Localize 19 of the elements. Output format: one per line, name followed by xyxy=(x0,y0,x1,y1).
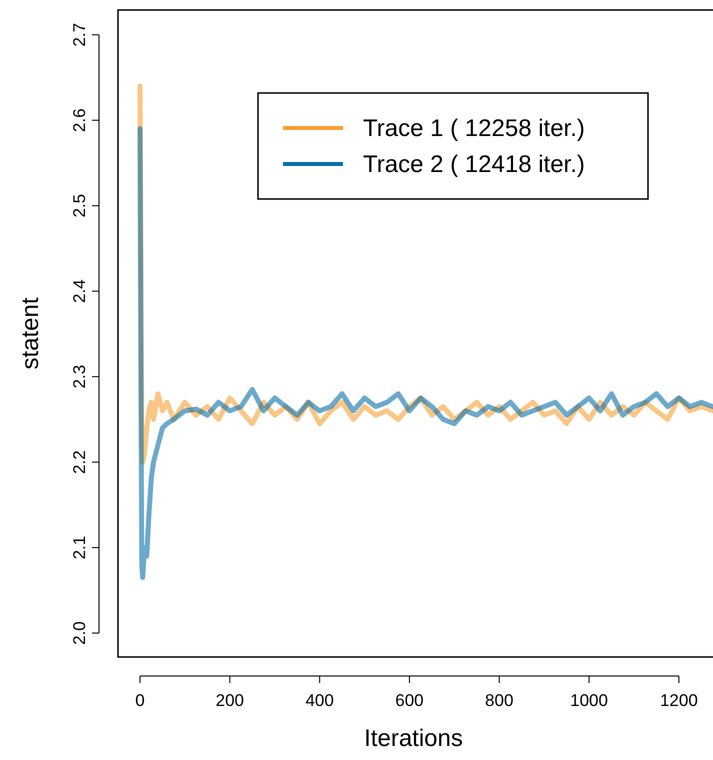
y-tick-label: 2.5 xyxy=(70,194,89,218)
y-axis-title: statent xyxy=(17,297,44,370)
x-tick-label: 1200 xyxy=(660,691,698,710)
y-tick-label: 2.2 xyxy=(70,450,89,474)
x-tick-label: 800 xyxy=(485,691,514,710)
y-tick-label: 2.6 xyxy=(70,108,89,132)
x-tick-label: 400 xyxy=(305,691,334,710)
x-tick-label: 600 xyxy=(395,691,424,710)
y-tick-label: 2.4 xyxy=(70,279,89,304)
x-tick-label: 0 xyxy=(135,691,145,710)
legend-label: Trace 2 ( 12418 iter.) xyxy=(363,151,585,178)
x-axis-title: Iterations xyxy=(364,725,463,752)
y-tick-label: 2.1 xyxy=(70,536,89,560)
legend-label: Trace 1 ( 12258 iter.) xyxy=(363,115,585,142)
x-tick-label: 200 xyxy=(216,691,244,710)
x-tick-label: 1000 xyxy=(570,691,608,710)
y-tick-label: 2.0 xyxy=(70,621,89,645)
y-tick-label: 2.7 xyxy=(70,22,89,47)
y-tick-label: 2.3 xyxy=(70,364,89,388)
